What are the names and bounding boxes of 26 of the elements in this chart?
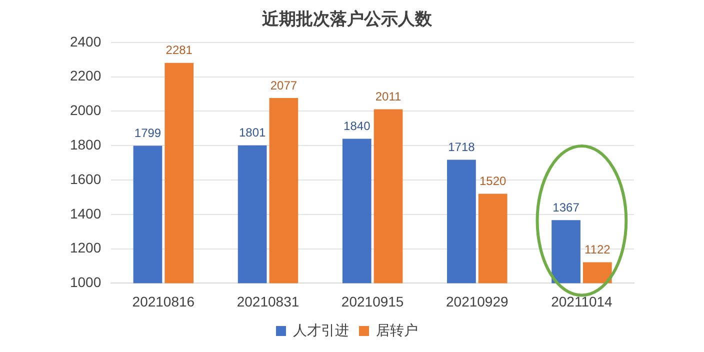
legend-label: 人才引进 [293,322,349,338]
x-tick-label: 20210929 [446,293,508,310]
legend-label: 居转户 [376,322,418,338]
y-tick-label: 2400 [70,33,102,50]
x-tick-label: 20210816 [132,293,195,310]
chart-title: 近期批次落户公示人数 [261,10,433,30]
data-label: 1122 [584,242,611,257]
y-tick-label: 1400 [70,205,102,222]
data-label: 1367 [552,200,580,214]
y-tick-label: 1200 [70,240,102,256]
data-label: 1801 [238,126,266,140]
data-label: 2281 [166,43,193,58]
y-tick-label: 1000 [70,274,102,290]
data-label: 2077 [270,78,298,92]
y-tick-label: 2000 [70,102,102,118]
y-tick-label: 2200 [70,68,102,84]
data-label: 2011 [375,90,402,104]
data-label: 1718 [448,140,476,154]
x-tick-label: 20210831 [236,293,300,310]
x-tick-label: 20211014 [551,293,613,310]
data-label: 1840 [344,119,371,134]
y-tick-label: 1800 [70,136,102,152]
x-tick-label: 20210915 [341,293,404,310]
data-label: 1799 [134,126,162,140]
y-tick-label: 1600 [70,170,102,187]
data-label: 1520 [479,174,506,188]
